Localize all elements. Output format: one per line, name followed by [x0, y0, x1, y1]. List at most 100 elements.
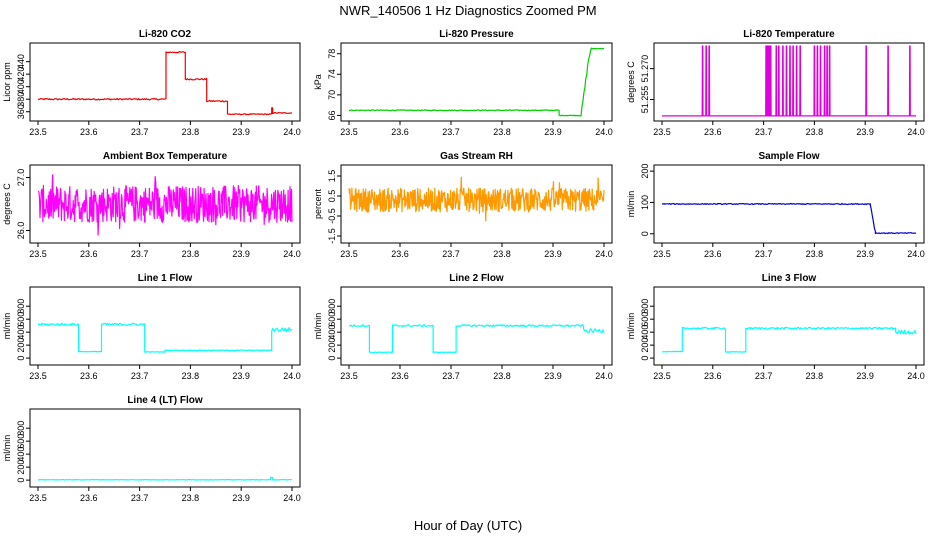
x-tick-label: 23.6 [704, 371, 722, 381]
x-tick-label: 23.7 [442, 249, 460, 259]
y-tick-label: 51.255 [640, 86, 650, 114]
panel-title: Line 3 Flow [762, 273, 817, 284]
x-tick-label: 23.8 [182, 249, 200, 259]
x-tick-label: 23.5 [653, 371, 671, 381]
panel-title: Line 2 Flow [449, 273, 504, 284]
y-tick-label: 400 [16, 447, 26, 462]
figure-title: NWR_140506 1 Hz Diagnostics Zoomed PM [339, 3, 596, 18]
x-tick-label: 23.5 [653, 249, 671, 259]
x-tick-label: 23.9 [232, 249, 250, 259]
panel-6: Sample Flow 23.5 23.6 23.7 23.8 23.9 24.0 0 100 2… [626, 151, 925, 259]
series-line [37, 174, 293, 236]
panel-title: Line 4 (LT) Flow [127, 395, 203, 406]
x-tick-label: 23.9 [856, 249, 874, 259]
y-tick-label: 0 [16, 356, 26, 361]
x-tick-label: 24.0 [907, 249, 925, 259]
x-tick-label: 23.5 [29, 371, 47, 381]
series-line [37, 51, 292, 116]
plot-frame [653, 164, 925, 244]
y-tick-label: 26.0 [16, 222, 26, 240]
plot-frame [340, 286, 613, 366]
x-tick-label: 23.6 [80, 249, 98, 259]
y-tick-label: 200 [640, 164, 650, 179]
y-tick-label: 1.5 [327, 170, 337, 183]
y-tick-label: 800 [640, 299, 650, 314]
x-tick-label: 23.7 [755, 249, 773, 259]
panel-1: Li-820 CO2 23.5 23.6 23.7 23.8 23.9 24.0 360380… [2, 29, 301, 137]
y-axis-label: ml/min [626, 191, 636, 218]
panels: Li-820 CO2 23.5 23.6 23.7 23.8 23.9 24.0 360380… [2, 29, 925, 503]
y-tick-label: 800 [16, 299, 26, 314]
y-axis-label: degrees C [2, 183, 12, 225]
y-tick-label: 800 [327, 299, 337, 314]
y-tick-label: 600 [640, 312, 650, 327]
x-tick-label: 23.5 [29, 249, 47, 259]
x-tick-label: 23.7 [755, 127, 773, 137]
x-tick-label: 23.9 [232, 371, 250, 381]
y-axis-label: degrees C [626, 61, 636, 103]
panel-title: Li-820 Pressure [439, 29, 514, 40]
series-line [37, 322, 293, 353]
panel-4: Ambient Box Temperature 23.5 23.6 23.7 23.8 2… [2, 151, 301, 259]
x-tick-label: 24.0 [283, 249, 301, 259]
x-tick-label: 24.0 [595, 371, 613, 381]
plot-frame [29, 286, 301, 366]
y-tick-label: 200 [640, 338, 650, 353]
y-axis-label: ml/min [313, 313, 323, 340]
y-axis-label: ml/min [2, 313, 12, 340]
y-tick-label: 0 [640, 356, 650, 361]
x-tick-label: 23.9 [544, 249, 562, 259]
x-tick-label: 23.6 [704, 249, 722, 259]
y-axis-label: ml/min [2, 435, 12, 462]
y-tick-label: 600 [16, 434, 26, 449]
x-tick-label: 23.8 [806, 127, 824, 137]
panel-10: Line 4 (LT) Flow 23.5 23.6 23.7 23.8 23.9 24.0… [2, 395, 301, 503]
figure-xlabel: Hour of Day (UTC) [414, 518, 522, 533]
x-tick-label: 23.6 [391, 249, 409, 259]
series-line [348, 176, 605, 222]
x-tick-label: 23.8 [493, 127, 511, 137]
x-tick-label: 23.7 [131, 127, 149, 137]
x-tick-label: 23.9 [856, 371, 874, 381]
y-tick-label: 0.5 [327, 190, 337, 203]
y-tick-label: 78 [327, 49, 337, 59]
y-axis-label: percent [313, 188, 323, 219]
y-tick-label: 400 [16, 79, 26, 94]
y-tick-label: 70 [327, 90, 337, 100]
panel-title: Gas Stream RH [440, 151, 513, 162]
plot-frame [653, 286, 925, 366]
panel-title: Li-820 CO2 [139, 29, 192, 40]
panel-7: Line 1 Flow 23.5 23.6 23.7 23.8 23.9 24.0 0 2004… [2, 273, 301, 381]
x-tick-label: 24.0 [595, 127, 613, 137]
y-tick-label: 380 [16, 92, 26, 107]
x-tick-label: 24.0 [907, 127, 925, 137]
series-line [37, 476, 292, 481]
plot-frame [29, 164, 301, 244]
y-tick-label: 400 [327, 325, 337, 340]
x-tick-label: 23.5 [29, 493, 47, 503]
y-tick-label: 0 [640, 231, 650, 236]
x-tick-label: 23.6 [391, 371, 409, 381]
x-tick-label: 23.5 [340, 249, 358, 259]
x-tick-label: 23.6 [80, 371, 98, 381]
y-tick-label: 440 [16, 54, 26, 69]
plot-frame [340, 42, 613, 122]
y-tick-label: 360 [16, 104, 26, 119]
panel-title: Ambient Box Temperature [103, 151, 228, 162]
x-tick-label: 23.9 [232, 493, 250, 503]
x-tick-label: 23.8 [493, 249, 511, 259]
x-tick-label: 23.7 [442, 371, 460, 381]
x-tick-label: 24.0 [595, 249, 613, 259]
x-tick-label: 23.5 [340, 371, 358, 381]
x-tick-label: 23.8 [182, 493, 200, 503]
x-tick-label: 24.0 [283, 127, 301, 137]
x-tick-label: 23.7 [131, 493, 149, 503]
series-line [661, 326, 917, 353]
plot-frame [340, 164, 613, 244]
x-tick-label: 23.6 [704, 127, 722, 137]
y-tick-label: 51.270 [640, 55, 650, 83]
panel-3: Li-820 Temperature 23.5 23.6 23.7 23.8 23.9 24… [626, 29, 925, 137]
y-axis-label: kPa [313, 74, 323, 90]
plot-frame [29, 42, 301, 122]
y-tick-label: -0.5 [327, 208, 337, 224]
